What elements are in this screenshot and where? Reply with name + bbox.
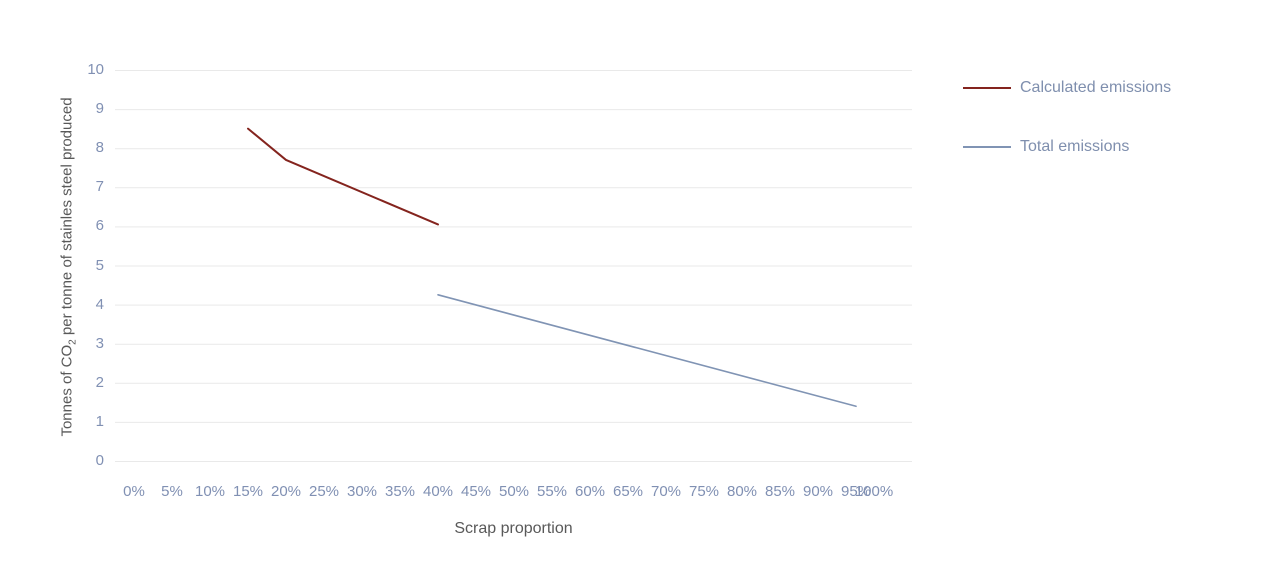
- y-tick-label: 1: [95, 412, 104, 430]
- legend-line-swatch: [963, 87, 1011, 89]
- x-tick-label: 15%: [232, 483, 264, 500]
- legend-label: Total emissions: [1020, 138, 1130, 155]
- legend-label: Calculated emissions: [1020, 79, 1172, 96]
- x-tick-label: 70%: [650, 483, 682, 500]
- x-tick-label: 90%: [802, 483, 834, 500]
- x-tick-label: 75%: [688, 483, 720, 500]
- x-tick-label: 85%: [764, 483, 796, 500]
- y-tick-label: 8: [95, 139, 104, 157]
- x-tick-label: 65%: [612, 483, 644, 500]
- series-line-calculated-emissions: [247, 127, 439, 226]
- x-tick-label: 20%: [270, 483, 302, 500]
- legend-item-calculated-emissions[interactable]: Calculated emissions: [963, 78, 1171, 98]
- x-tick-label: 45%: [460, 483, 492, 500]
- x-tick-label: 25%: [308, 483, 340, 500]
- y-tick-label: 0: [95, 452, 104, 469]
- y-tick-label: 10: [87, 61, 104, 78]
- x-tick-label: 35%: [384, 483, 416, 500]
- series-line-total-emissions: [437, 294, 857, 408]
- y-tick-label: 6: [95, 217, 104, 235]
- x-tick-label: 95%: [840, 483, 872, 500]
- x-tick-label: 50%: [498, 483, 530, 500]
- x-tick-label: 0%: [123, 483, 145, 500]
- x-tick-label: 55%: [536, 483, 568, 500]
- y-tick-label: 4: [95, 295, 104, 313]
- x-tick-label: 80%: [726, 483, 758, 500]
- legend: Calculated emissions Total emissions: [963, 78, 1171, 196]
- y-tick-label: 9: [95, 100, 104, 118]
- x-tick-label: 100%: [854, 483, 894, 500]
- plot-area: [115, 70, 912, 462]
- y-tick-label: 2: [95, 373, 104, 391]
- y-tick-label: 7: [95, 178, 104, 196]
- legend-item-total-emissions[interactable]: Total emissions: [963, 137, 1171, 157]
- y-tick-label: 5: [95, 256, 104, 274]
- x-tick-label: 30%: [346, 483, 378, 500]
- legend-line-swatch: [963, 146, 1011, 148]
- x-tick-label: 10%: [194, 483, 226, 500]
- x-tick-label: 5%: [161, 483, 183, 500]
- x-tick-label: 60%: [574, 483, 606, 500]
- chart-canvas: [115, 70, 912, 462]
- x-axis-title: Scrap proportion: [454, 520, 573, 537]
- x-tick-label: 40%: [422, 483, 454, 500]
- y-tick-label: 3: [95, 334, 104, 352]
